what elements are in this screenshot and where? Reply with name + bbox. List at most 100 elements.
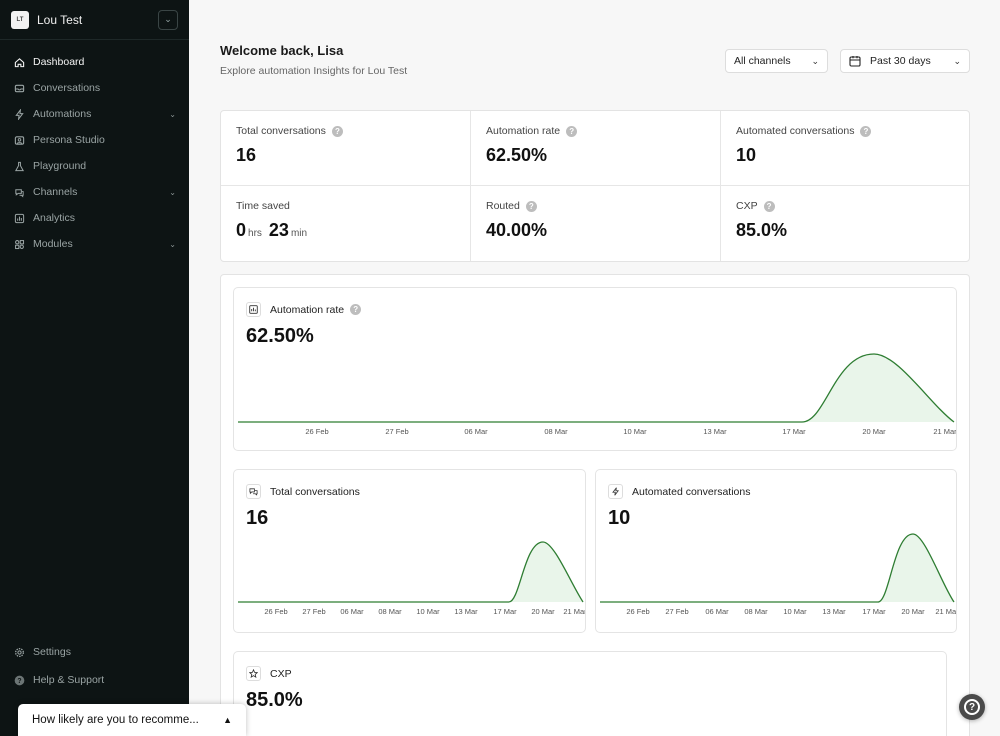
series-line (238, 353, 955, 423)
x-tick-label: 08 Mar (544, 427, 568, 436)
sidebar-item-label: Modules (33, 238, 73, 250)
x-tick-label: 06 Mar (705, 607, 729, 616)
gear-icon (13, 646, 25, 658)
date-filter-dropdown[interactable]: Past 30 days ⌄ (840, 49, 970, 73)
stat-value: 0 hrs 23 min (236, 220, 455, 241)
x-tick-label: 13 Mar (454, 607, 478, 616)
chat-icon (246, 484, 261, 499)
sidebar-item-label: Automations (33, 108, 92, 120)
sidebar-item-help-support[interactable]: ? Help & Support (0, 666, 189, 694)
x-tick-label: 21 Mar (935, 607, 956, 616)
sidebar-item-label: Persona Studio (33, 134, 105, 146)
channel-filter-label: All channels (734, 55, 791, 67)
help-icon[interactable]: ? (331, 125, 343, 137)
series-line (238, 541, 584, 603)
total-conversations-chart: 26 Feb 27 Feb 06 Mar 08 Mar 10 Mar 13 Mar 17 M… (238, 541, 585, 616)
card-value: 16 (246, 507, 269, 529)
x-tick-label: 20 Mar (862, 427, 886, 436)
stat-automated-conversations: Automated conversations? 10 (721, 111, 969, 186)
flask-icon (13, 160, 25, 172)
stat-value: 16 (236, 145, 257, 165)
help-icon[interactable]: ? (350, 304, 362, 315)
stat-time-saved: Time saved 0 hrs 23 min (221, 186, 471, 261)
calendar-icon (849, 56, 861, 67)
question-icon: ? (964, 699, 980, 715)
sidebar-item-channels[interactable]: Channels ⌄ (0, 179, 189, 205)
stat-label: Total conversations (236, 125, 326, 137)
x-tick-label: 06 Mar (464, 427, 488, 436)
time-saved-hours-unit: hrs (248, 228, 262, 239)
chart-area (238, 354, 954, 422)
help-icon[interactable]: ? (763, 200, 775, 212)
x-tick-label: 06 Mar (340, 607, 364, 616)
star-icon (246, 666, 261, 681)
sidebar-item-playground[interactable]: Playground (0, 153, 189, 179)
date-filter-label: Past 30 days (870, 55, 931, 67)
help-button[interactable]: ? (959, 694, 985, 720)
sidebar-item-automations[interactable]: Automations ⌄ (0, 101, 189, 127)
cxp-card: CXP 85.0% (233, 651, 947, 736)
stat-automation-rate: Automation rate? 62.50% (471, 111, 721, 186)
sidebar-item-label: Help & Support (33, 674, 105, 686)
stat-cxp: CXP? 85.0% (721, 186, 969, 261)
x-tick-label: 26 Feb (305, 427, 328, 436)
chevron-up-icon[interactable]: ▲ (223, 715, 232, 725)
chart-icon (246, 302, 261, 317)
nps-prompt-text: How likely are you to recomme... (32, 714, 199, 726)
chart-area (600, 534, 954, 602)
automation-rate-card: Automation rate ? 62.50% 26 Feb 27 Feb 06 … (233, 287, 957, 451)
workspace-switcher[interactable]: LT Lou Test ⌄ (0, 0, 189, 40)
sidebar: LT Lou Test ⌄ Dashboard Conversations Au… (0, 0, 189, 736)
bolt-icon (13, 108, 25, 120)
x-tick-label: 08 Mar (744, 607, 768, 616)
chevron-down-icon[interactable]: ⌄ (158, 9, 178, 30)
sidebar-footer: Settings ? Help & Support (0, 638, 189, 694)
automation-rate-chart: 26 Feb 27 Feb 06 Mar 08 Mar 10 Mar 13 Mar 17 M… (238, 353, 956, 436)
chat-icon (13, 186, 25, 198)
x-tick-label: 20 Mar (901, 607, 925, 616)
sidebar-item-persona-studio[interactable]: Persona Studio (0, 127, 189, 153)
chevron-down-icon[interactable]: ⌄ (169, 187, 176, 197)
sidebar-item-analytics[interactable]: Analytics (0, 205, 189, 231)
sidebar-item-conversations[interactable]: Conversations (0, 75, 189, 101)
card-value: 62.50% (246, 325, 314, 347)
sidebar-item-dashboard[interactable]: Dashboard (0, 49, 189, 75)
x-tick-label: 21 Mar (933, 427, 956, 436)
sidebar-item-modules[interactable]: Modules ⌄ (0, 231, 189, 257)
stat-value: 10 (736, 145, 757, 165)
card-value: 85.0% (246, 689, 303, 711)
x-tick-label: 26 Feb (264, 607, 287, 616)
stat-label: Time saved (236, 200, 290, 212)
stat-total-conversations: Total conversations? 16 (221, 111, 471, 186)
x-tick-label: 27 Feb (665, 607, 688, 616)
chevron-down-icon[interactable]: ⌄ (169, 109, 176, 119)
sidebar-item-label: Dashboard (33, 56, 85, 68)
card-title: Automation rate (270, 303, 345, 316)
stat-value: 85.0% (736, 220, 788, 240)
chevron-down-icon[interactable]: ⌄ (169, 239, 176, 249)
cxp-chart (234, 710, 948, 736)
sidebar-item-settings[interactable]: Settings (0, 638, 189, 666)
help-icon[interactable]: ? (566, 125, 578, 137)
x-tick-label: 21 Mar (563, 607, 585, 616)
x-tick-label: 13 Mar (703, 427, 727, 436)
nps-survey-prompt[interactable]: How likely are you to recomme... ▲ (18, 704, 246, 736)
x-tick-label: 08 Mar (378, 607, 402, 616)
help-icon[interactable]: ? (860, 125, 872, 137)
card-title: Total conversations (270, 485, 360, 498)
modules-icon (13, 238, 25, 250)
help-icon: ? (13, 674, 25, 686)
card-value: 10 (608, 507, 631, 529)
chevron-down-icon: ⌄ (811, 55, 819, 66)
automated-conversations-card: Automated conversations 10 26 Feb 27 Feb 0… (595, 469, 957, 633)
x-tick-label: 10 Mar (783, 607, 807, 616)
x-tick-label: 27 Feb (302, 607, 325, 616)
x-tick-label: 17 Mar (862, 607, 886, 616)
page-title: Welcome back, Lisa (220, 43, 344, 58)
stat-label: Automation rate (486, 125, 561, 137)
svg-text:?: ? (17, 677, 21, 684)
channel-filter-dropdown[interactable]: All channels ⌄ (725, 49, 828, 73)
bolt-icon (608, 484, 623, 499)
help-icon[interactable]: ? (525, 200, 537, 212)
automated-conversations-chart: 26 Feb 27 Feb 06 Mar 08 Mar 10 Mar 13 Mar 17 M… (600, 533, 956, 616)
